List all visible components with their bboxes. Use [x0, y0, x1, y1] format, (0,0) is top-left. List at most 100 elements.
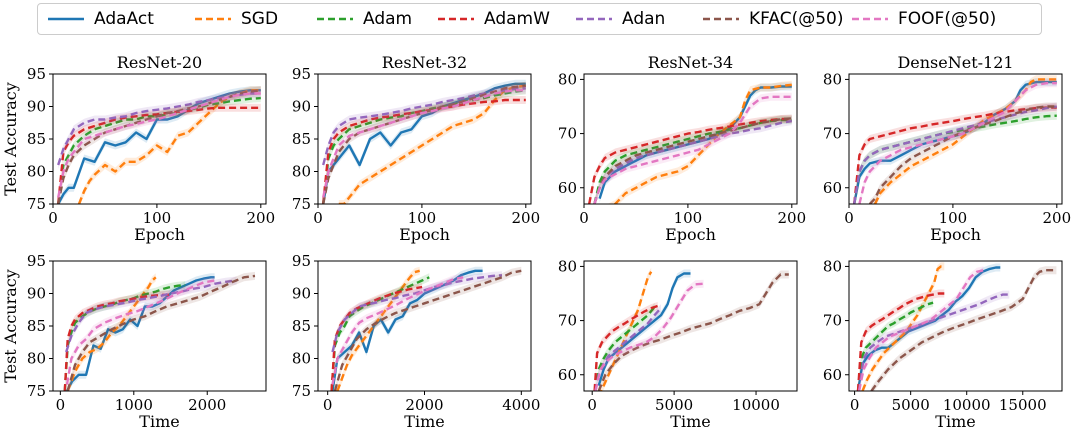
y-axis-label: Test Accuracy — [1, 269, 20, 383]
x-tick-label: 0 — [323, 396, 333, 414]
subplot-title: DenseNet-121 — [897, 53, 1013, 72]
y-tick-label: 60 — [558, 179, 577, 197]
y-tick-label: 90 — [27, 98, 46, 116]
x-axis-label: Time — [935, 412, 975, 431]
x-tick-label: 0 — [850, 396, 860, 414]
x-axis-label: Epoch — [134, 225, 185, 244]
series-line — [868, 105, 1057, 204]
x-tick-label: 0 — [56, 396, 66, 414]
series-line — [861, 265, 945, 391]
y-tick-label: 75 — [27, 195, 46, 213]
x-tick-label: 15000 — [999, 396, 1047, 414]
series-band — [595, 279, 704, 391]
legend-label: Adan — [622, 9, 666, 29]
series-line — [873, 78, 1057, 204]
y-tick-label: 60 — [823, 366, 842, 384]
legend-item: KFAC(@50) — [701, 4, 843, 34]
series-line — [597, 273, 789, 391]
plot-frame — [583, 260, 798, 392]
series-group — [593, 267, 789, 391]
x-axis-label: Time — [670, 412, 710, 431]
x-tick-label: 100 — [674, 209, 703, 227]
subplot: 0 100 200 75 80 85 90 95 ResNet-32 Epoch — [292, 53, 540, 244]
x-tick-label: 200 — [777, 209, 806, 227]
x-tick-label: 0 — [579, 209, 589, 227]
series-line — [593, 117, 792, 204]
x-tick-label: 0 — [587, 396, 597, 414]
legend-item: Adan — [574, 4, 665, 34]
series-line — [322, 89, 526, 204]
series-band — [858, 289, 945, 391]
series-line — [594, 306, 656, 391]
x-tick-label: 100 — [143, 209, 172, 227]
legend-swatch — [852, 17, 888, 21]
subplot: 0 5000 10000 15000 60 70 80 Time — [823, 257, 1063, 431]
series-line — [77, 89, 261, 204]
x-tick-label: 10000 — [732, 396, 780, 414]
y-tick-label: 90 — [292, 285, 311, 303]
subplot: 0 100 200 60 70 80 ResNet-34 Epoch — [558, 53, 806, 244]
x-tick-label: 2000 — [188, 396, 226, 414]
x-axis-label: Time — [404, 412, 444, 431]
series-band — [594, 117, 792, 204]
y-tick-label: 80 — [292, 350, 311, 368]
series-band — [859, 266, 984, 391]
x-tick-label: 0 — [48, 209, 58, 227]
y-tick-label: 90 — [292, 98, 311, 116]
series-band — [67, 271, 255, 391]
x-tick-label: 100 — [408, 209, 437, 227]
series-band — [875, 75, 1057, 204]
series-line — [588, 117, 792, 204]
y-tick-label: 85 — [292, 130, 311, 148]
series-band — [859, 290, 1010, 391]
series-band — [595, 304, 661, 391]
series-line — [853, 106, 1057, 204]
legend-swatch — [703, 17, 739, 21]
series-line — [593, 95, 792, 204]
series-line — [57, 89, 261, 204]
series-band — [323, 84, 526, 169]
subplot: 0 2000 4000 75 80 85 90 95 Time — [292, 252, 541, 431]
y-tick-label: 80 — [823, 257, 842, 275]
series-line — [594, 282, 704, 391]
subplot: 0 100 200 60 70 80 DenseNet-121 Epoch — [823, 53, 1071, 244]
x-tick-label: 2000 — [405, 396, 443, 414]
series-band — [58, 94, 261, 204]
series-band — [332, 271, 502, 356]
series-band — [594, 116, 792, 204]
legend-label: AdamW — [484, 9, 550, 29]
subplot-title: ResNet-20 — [117, 53, 202, 72]
series-band — [334, 266, 522, 391]
subplot: 0 1000 2000 75 80 85 90 95 Time Test Accuracy — [1, 252, 267, 431]
subplot: 0 5000 10000 60 70 80 Time — [558, 257, 798, 431]
series-line — [57, 92, 261, 198]
legend: AdaAct SGD Adam AdamW Adan KFAC(@50) FOOF(@50) — [37, 3, 1042, 35]
series-line — [57, 92, 261, 166]
legend-swatch — [438, 17, 474, 21]
series-line — [57, 96, 261, 204]
x-tick-label: 100 — [939, 209, 968, 227]
y-axis-label: Test Accuracy — [1, 82, 20, 196]
series-group — [63, 271, 256, 391]
y-tick-label: 70 — [558, 312, 577, 330]
subplot-title: ResNet-34 — [648, 53, 733, 72]
series-band — [594, 302, 658, 391]
legend-item: Adam — [315, 4, 412, 34]
y-tick-label: 95 — [27, 252, 46, 270]
series-line — [331, 276, 464, 385]
y-tick-label: 95 — [27, 65, 46, 83]
series-line — [66, 276, 157, 391]
series-line — [336, 269, 421, 391]
legend-label: KFAC(@50) — [749, 9, 844, 29]
x-axis-label: Time — [139, 412, 179, 431]
series-line — [593, 119, 792, 204]
series-line — [57, 106, 261, 204]
x-axis-label: Epoch — [665, 225, 716, 244]
series-band — [79, 86, 261, 204]
y-tick-label: 90 — [27, 285, 46, 303]
series-line — [856, 301, 934, 391]
legend-swatch — [576, 17, 612, 21]
series-group — [57, 86, 261, 204]
series-band — [67, 273, 156, 391]
